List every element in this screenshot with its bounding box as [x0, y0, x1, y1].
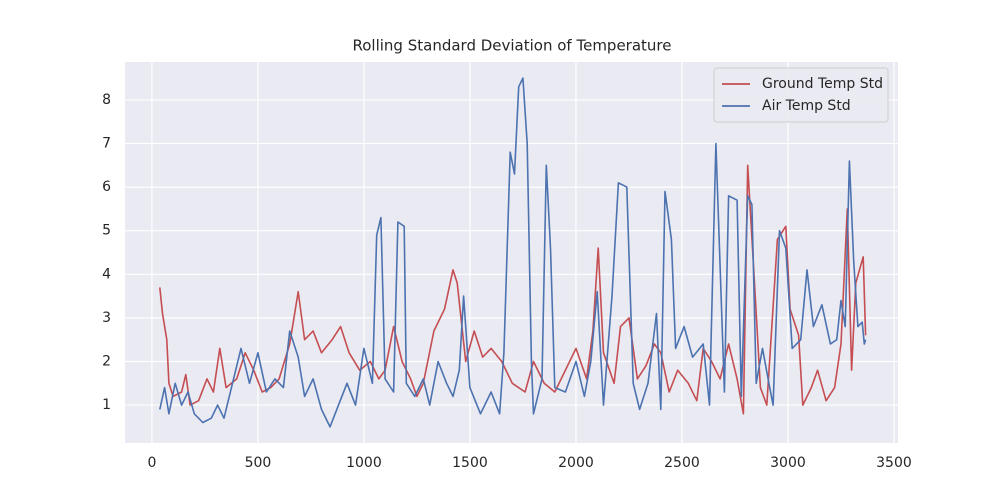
y-tick-label: 6 [102, 179, 111, 195]
y-tick-label: 4 [102, 266, 111, 282]
y-tick-label: 8 [102, 92, 111, 108]
legend-label: Ground Temp Std [762, 76, 883, 92]
legend-box [713, 67, 889, 123]
x-tick-label: 1500 [452, 455, 488, 471]
y-tick-label: 2 [102, 353, 111, 369]
x-tick-label: 500 [245, 455, 272, 471]
chart-title: Rolling Standard Deviation of Temperatur… [353, 37, 672, 55]
legend-label: Air Temp Std [762, 98, 851, 114]
x-tick-label: 1000 [346, 455, 382, 471]
series-line [159, 164, 867, 415]
x-tick-label: 2000 [558, 455, 594, 471]
x-tick-label: 3500 [876, 455, 912, 471]
y-tick-label: 3 [102, 310, 111, 326]
y-tick-label: 7 [102, 136, 111, 152]
y-tick-label: 5 [102, 223, 111, 239]
series-line [159, 77, 867, 428]
y-tick-label: 1 [102, 397, 111, 413]
x-tick-label: 0 [147, 455, 156, 471]
x-tick-label: 3000 [770, 455, 806, 471]
x-tick-label: 2500 [664, 455, 700, 471]
